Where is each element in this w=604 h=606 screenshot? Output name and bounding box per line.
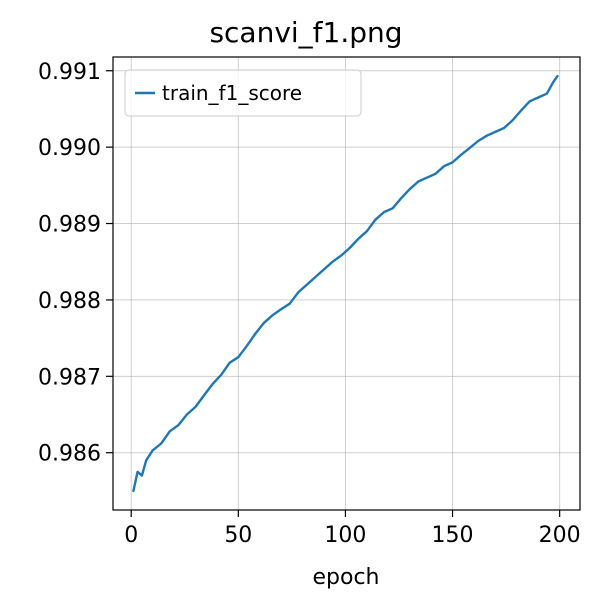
series-layer [132,74,559,493]
x-tick-label: 150 [432,523,474,548]
grid-lines [113,57,580,510]
x-tick-label: 100 [324,523,366,548]
legend: train_f1_score [124,69,362,117]
legend-label: train_f1_score [162,81,302,105]
x-tick-label: 0 [124,523,138,548]
chart-title: scanvi_f1.png [209,16,402,49]
y-tick-label: 0.989 [38,213,101,238]
series-line-train_f1_score [132,74,559,493]
y-tick-label: 0.990 [38,136,101,161]
x-axis-label: epoch [313,565,380,590]
y-tick-label: 0.988 [38,289,101,314]
y-tick-label: 0.991 [38,60,101,85]
axis-ticks: 0 50 100 150 200 0.986 0.987 0.988 0.989 0.990 0.9… [38,60,581,548]
x-tick-label: 50 [224,523,252,548]
plot-frame [112,56,581,511]
y-tick-label: 0.986 [38,442,101,467]
x-tick-label: 200 [539,523,581,548]
y-tick-label: 0.987 [38,365,101,390]
legend-box [124,69,362,117]
